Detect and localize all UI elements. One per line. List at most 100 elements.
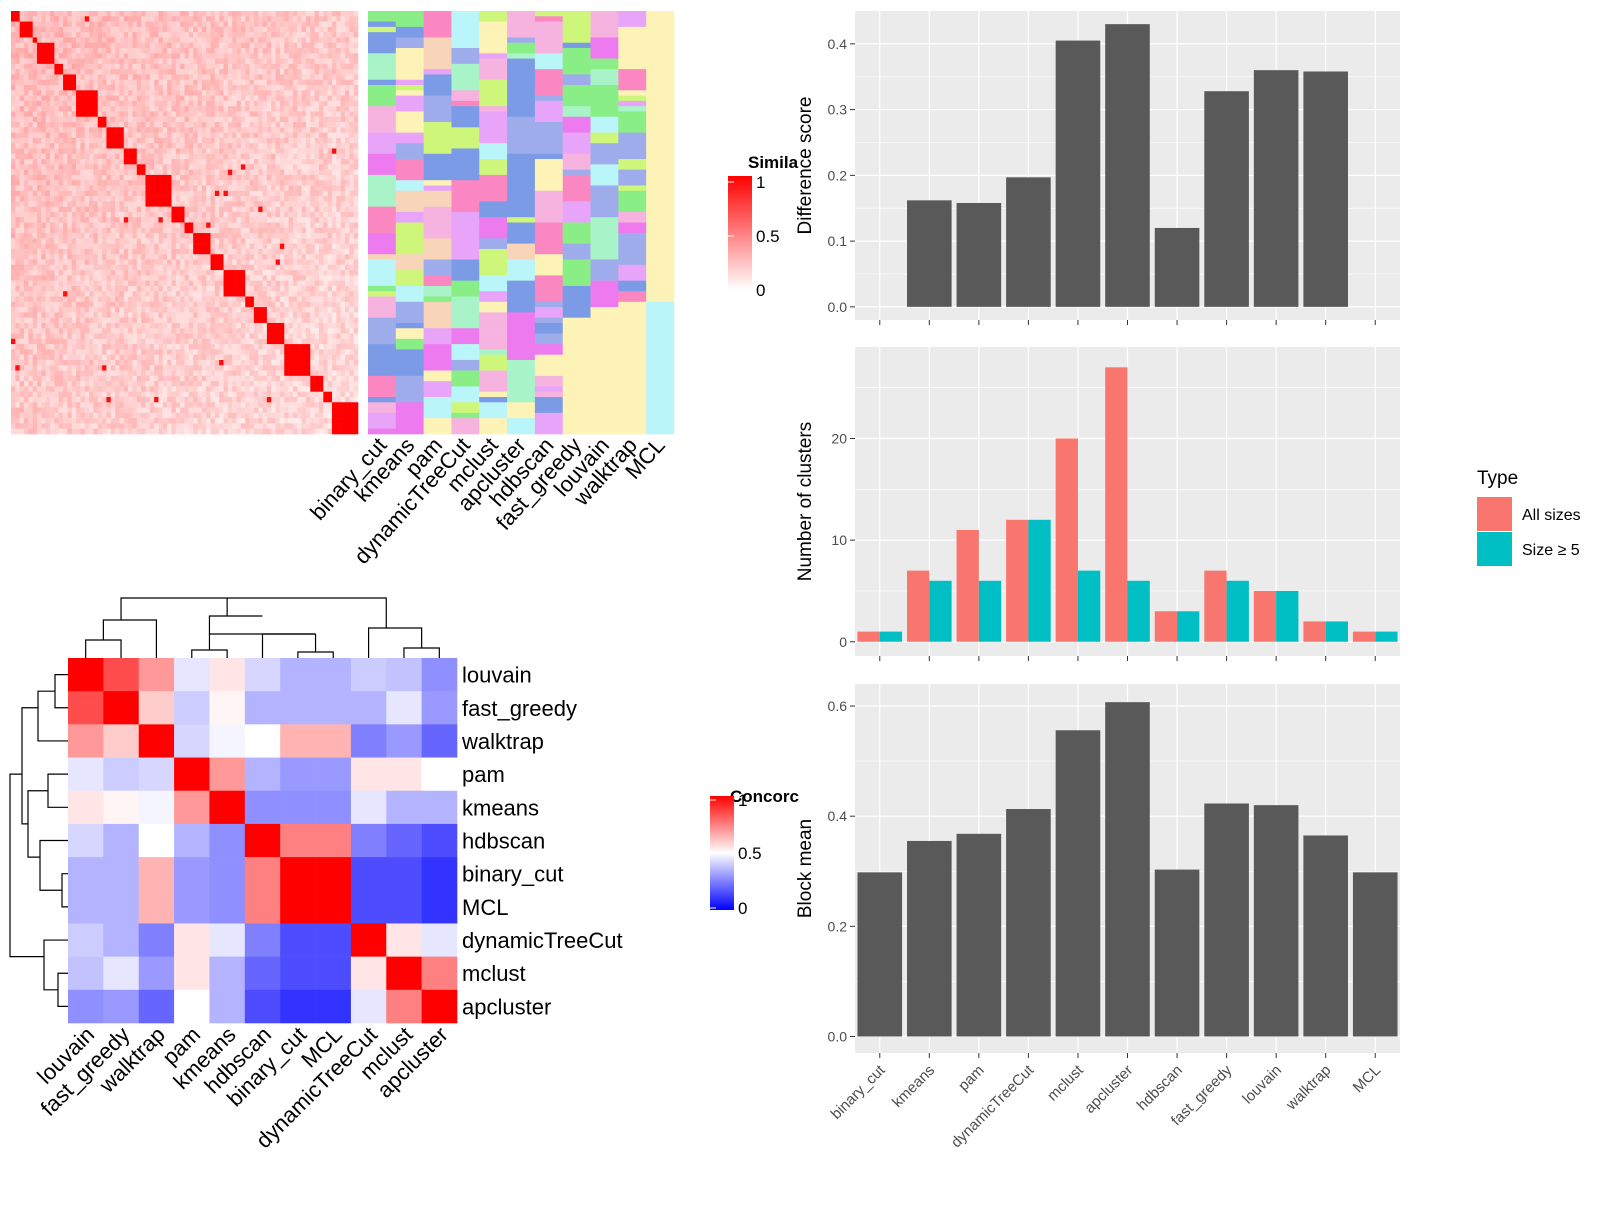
similarity-cell (292, 217, 298, 223)
similarity-cell (279, 211, 285, 218)
similarity-cell (171, 201, 177, 207)
similarity-cell (327, 58, 333, 65)
similarity-cell (210, 159, 216, 165)
similarity-cell (167, 26, 172, 33)
similarity-cell (301, 270, 307, 276)
similarity-cell (67, 307, 73, 313)
similarity-cell (158, 217, 164, 223)
similarity-cell (279, 58, 285, 65)
similarity-cell (245, 48, 250, 54)
similarity-cell (310, 196, 315, 202)
similarity-cell (271, 243, 276, 250)
similarity-cell (297, 79, 302, 86)
similarity-cell (310, 211, 315, 218)
similarity-cell (206, 227, 211, 234)
similarity-cell (245, 206, 250, 213)
similarity-cell (271, 90, 276, 96)
similarity-cell (245, 222, 250, 229)
similarity-cell (145, 280, 151, 287)
similarity-cell (180, 190, 185, 197)
similarity-cell (171, 153, 177, 160)
similarity-cell (175, 148, 181, 155)
similarity-cell (149, 185, 155, 192)
similarity-cell (37, 122, 42, 128)
similarity-cell (310, 190, 315, 197)
similarity-cell (214, 296, 220, 303)
similarity-cell (11, 164, 16, 170)
similarity-cell (223, 69, 229, 75)
similarity-cell (331, 122, 337, 128)
similarity-cell (41, 338, 46, 345)
similarity-cell (102, 137, 107, 144)
similarity-cell (132, 26, 138, 33)
similarity-cell (145, 159, 151, 165)
similarity-cell (102, 164, 107, 170)
similarity-cell (24, 259, 29, 266)
similarity-cell (275, 196, 281, 202)
similarity-cell (253, 137, 259, 144)
similarity-cell (50, 322, 55, 329)
similarity-cell (197, 190, 203, 197)
similarity-cell (11, 63, 16, 70)
similarity-cell (262, 63, 268, 70)
similarity-cell (32, 185, 38, 192)
similarity-cell (279, 106, 285, 112)
similarity-cell (310, 106, 315, 112)
similarity-cell (71, 291, 77, 297)
similarity-cell (262, 254, 268, 260)
similarity-cell (236, 153, 242, 160)
similarity-cell (162, 169, 168, 176)
similarity-cell (162, 296, 168, 303)
similarity-cell (41, 259, 46, 266)
similarity-cell (54, 238, 60, 244)
similarity-cell (162, 159, 168, 165)
similarity-cell (145, 307, 151, 313)
similarity-cell (76, 26, 81, 33)
similarity-cell (102, 285, 107, 292)
similarity-cell (24, 58, 29, 65)
similarity-cell (201, 312, 207, 318)
similarity-cell (84, 259, 90, 266)
similarity-cell (206, 26, 211, 33)
similarity-cell (206, 111, 211, 118)
similarity-cell (45, 159, 51, 165)
similarity-cell (84, 79, 90, 86)
similarity-cell (89, 32, 94, 38)
similarity-cell (123, 227, 129, 234)
similarity-cell (158, 201, 164, 207)
similarity-cell (271, 301, 276, 308)
similarity-cell (327, 280, 333, 287)
similarity-cell (301, 32, 307, 38)
similarity-cell (28, 53, 33, 59)
similarity-cell (171, 333, 177, 340)
similarity-cell (210, 100, 216, 107)
similarity-cell (340, 206, 346, 213)
similarity-cell (210, 127, 216, 133)
similarity-cell (45, 328, 51, 334)
similarity-cell (262, 16, 268, 22)
similarity-cell (188, 111, 194, 118)
similarity-cell (154, 32, 159, 38)
similarity-cell (145, 169, 151, 176)
similarity-cell (63, 85, 68, 91)
similarity-cell (67, 153, 73, 160)
similarity-cell (93, 190, 99, 197)
similarity-cell (219, 190, 224, 197)
similarity-cell (197, 100, 203, 107)
similarity-cell (89, 132, 94, 139)
similarity-cell (167, 132, 172, 139)
similarity-cell (184, 63, 190, 70)
similarity-cell (353, 63, 359, 70)
similarity-cell (154, 254, 159, 260)
similarity-cell (253, 85, 259, 91)
similarity-cell (288, 16, 294, 22)
similarity-cell (236, 26, 242, 33)
similarity-cell (154, 180, 159, 186)
similarity-cell (28, 169, 33, 176)
similarity-cell (54, 180, 60, 186)
similarity-cell (323, 148, 328, 155)
similarity-cell (284, 333, 289, 340)
similarity-cell (63, 100, 68, 107)
similarity-cell (188, 159, 194, 165)
similarity-cell (284, 264, 289, 271)
